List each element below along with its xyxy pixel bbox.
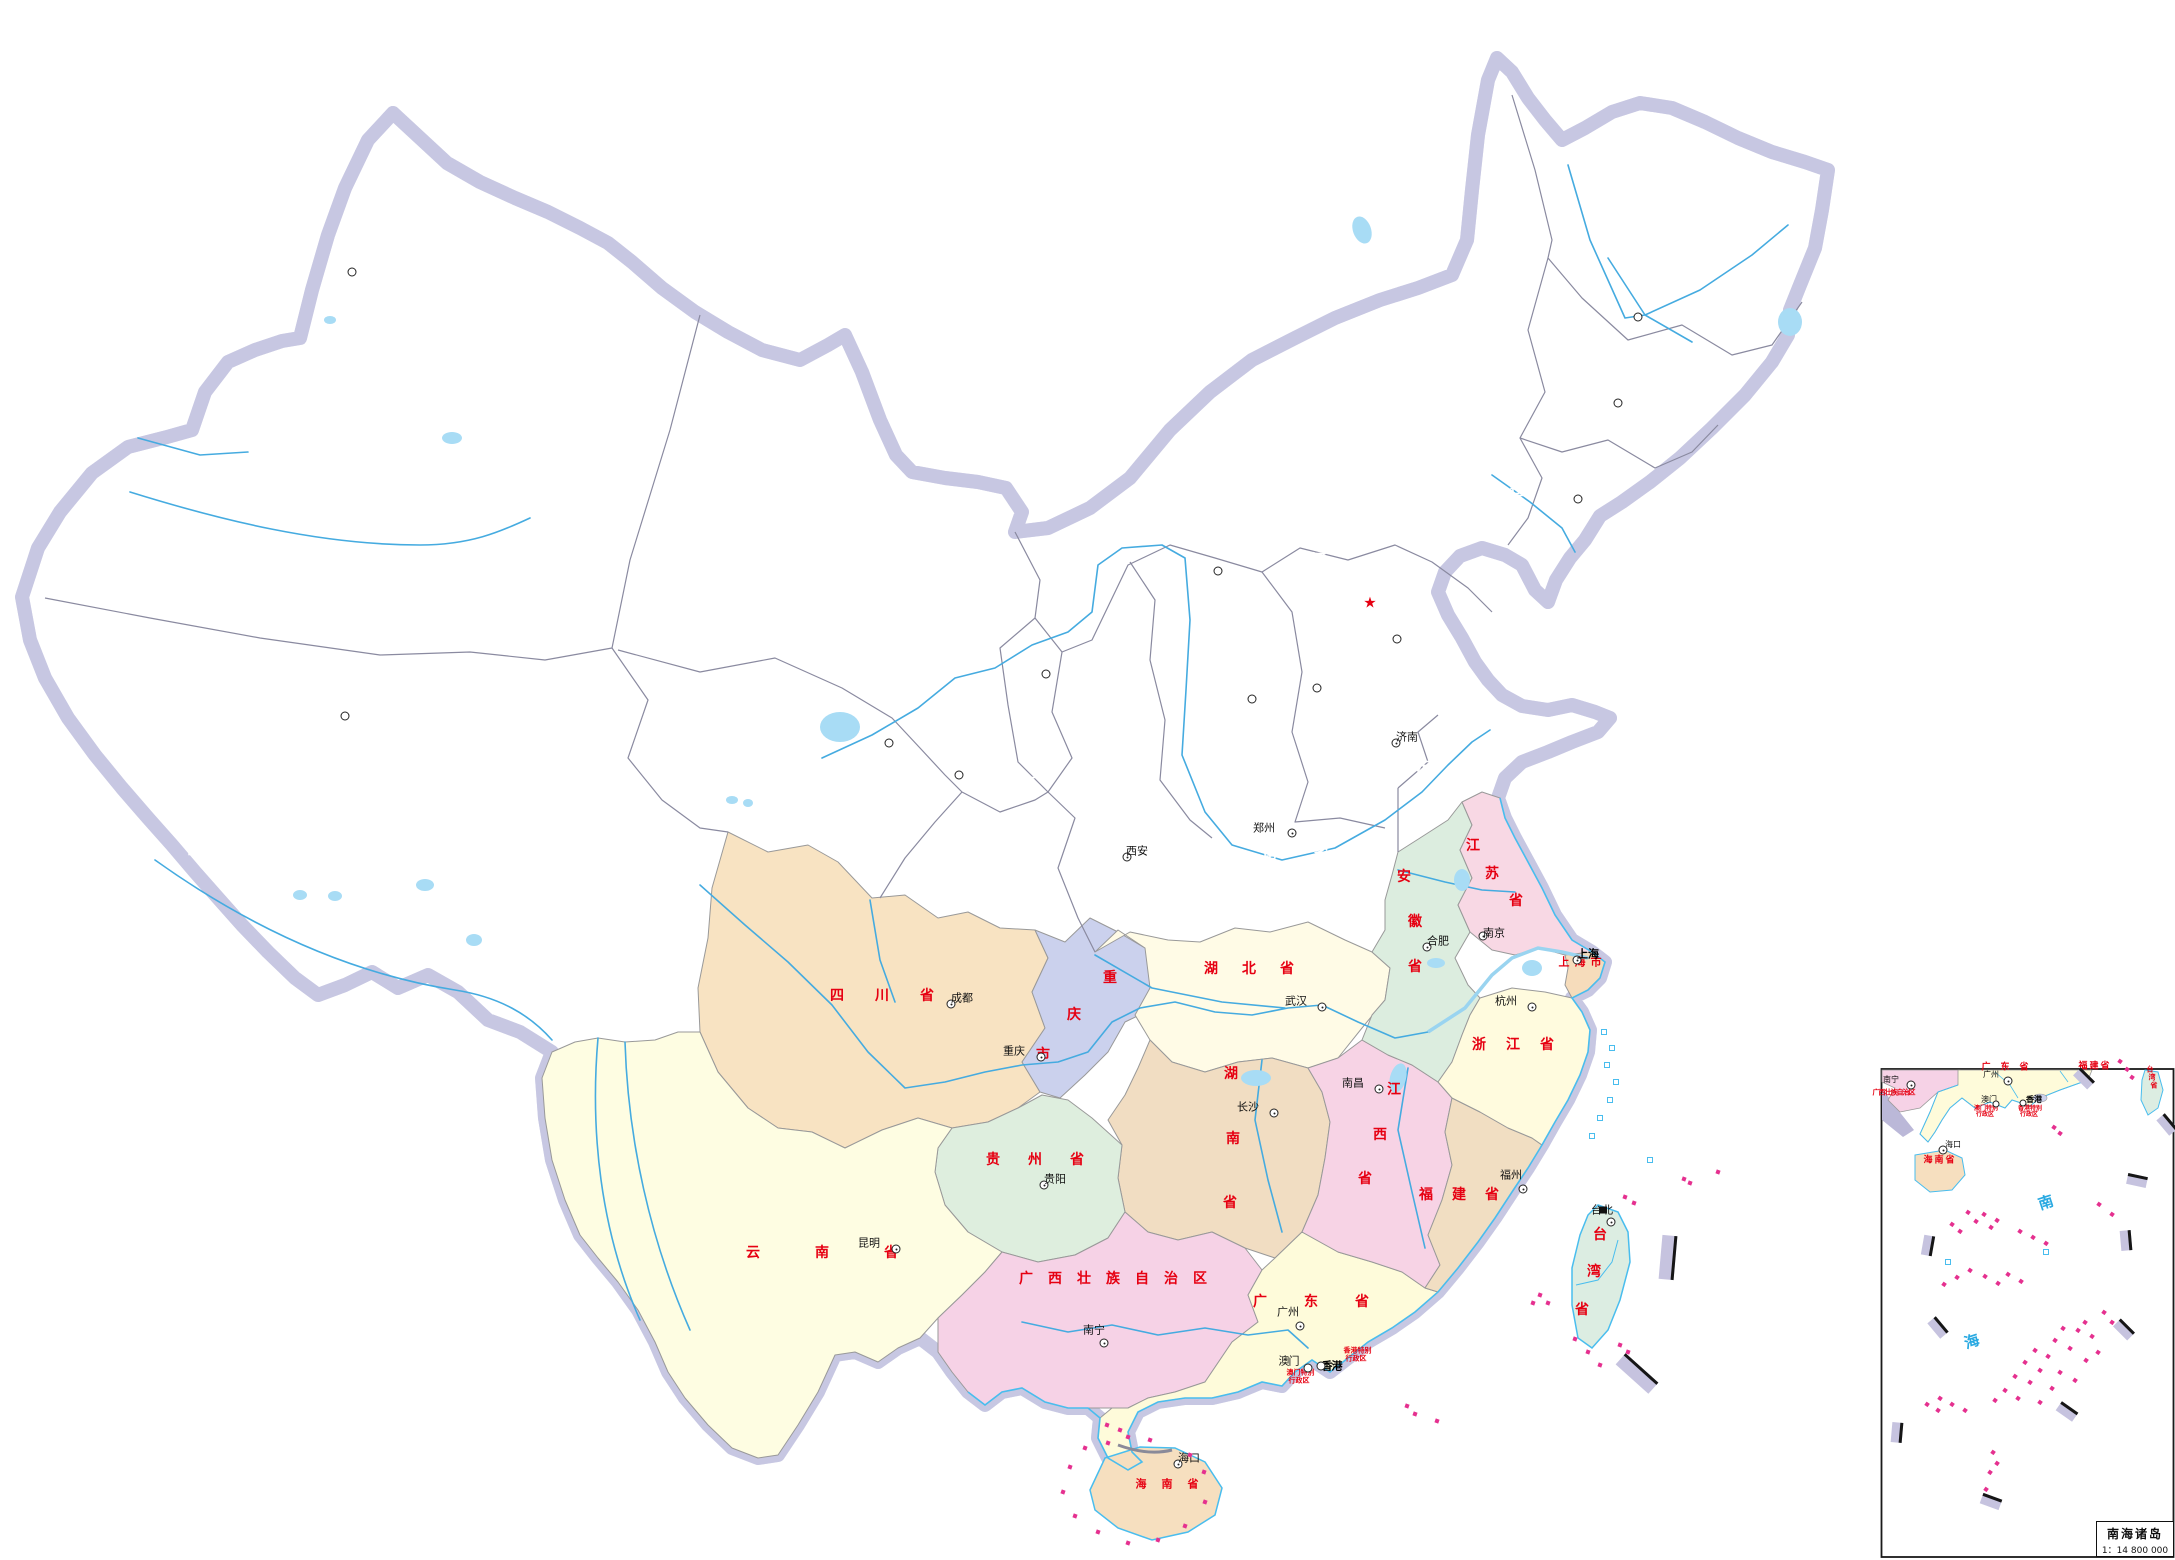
qiongzhou-dash [1117,1443,1173,1454]
province-yunnan [541,1031,1003,1459]
rivers [129,164,1789,1349]
south-coastline [967,797,1606,1471]
khanka-lake [1778,308,1802,336]
inset-caption-box: 南海诸岛 1：14 800 000 [2096,1521,2174,1557]
xiang-river [1254,1059,1283,1233]
yarlung-river [154,859,553,1041]
taihu-lake [1522,960,1542,976]
tarim-river [129,491,531,546]
yangtze-lower-wide [1427,946,1589,1034]
nenjiang-river [1607,257,1693,343]
province-chongqing [1021,917,1173,1099]
ili-river [137,437,249,456]
yellow-river [821,544,1491,861]
inset-coast-line [1919,1079,2089,1143]
taiwan-inner-line [1575,1239,1619,1286]
inset-border [1880,1068,2175,1558]
pearl-river [1021,1321,1309,1349]
min-river [869,899,896,1003]
inset-hainan-island [1914,1149,1966,1193]
province-hunan [1107,1039,1331,1259]
inset-hk-land [2032,1093,2048,1103]
hulun-lake [1352,216,1372,244]
liao-river [1491,474,1576,553]
inset-map [1880,1068,2175,1558]
inset-taiwan-island [2140,1069,2164,1116]
lakes [293,216,1802,1093]
hongze-lake [1454,869,1470,891]
south-provinces [541,791,1606,1471]
gan-river [1397,1067,1426,1249]
north-borders [44,94,1803,953]
han-river [1094,954,1286,1009]
inset-title: 南海诸岛 [2106,1527,2163,1541]
poyang-lake [1389,1063,1407,1093]
bosten-lake [442,432,462,444]
dongting-lake [1241,1070,1271,1086]
province-hainan [1089,1446,1223,1541]
songhua-river [1567,164,1789,319]
province-hubei [1094,921,1391,1073]
province-sichuan [697,831,1049,1149]
inset-scale: 1：14 800 000 [2101,1546,2169,1556]
nujiang-river [624,1041,691,1331]
lancang-river [594,1037,641,1321]
qinghai-lake [820,712,860,742]
chaohu-lake [1427,958,1445,968]
